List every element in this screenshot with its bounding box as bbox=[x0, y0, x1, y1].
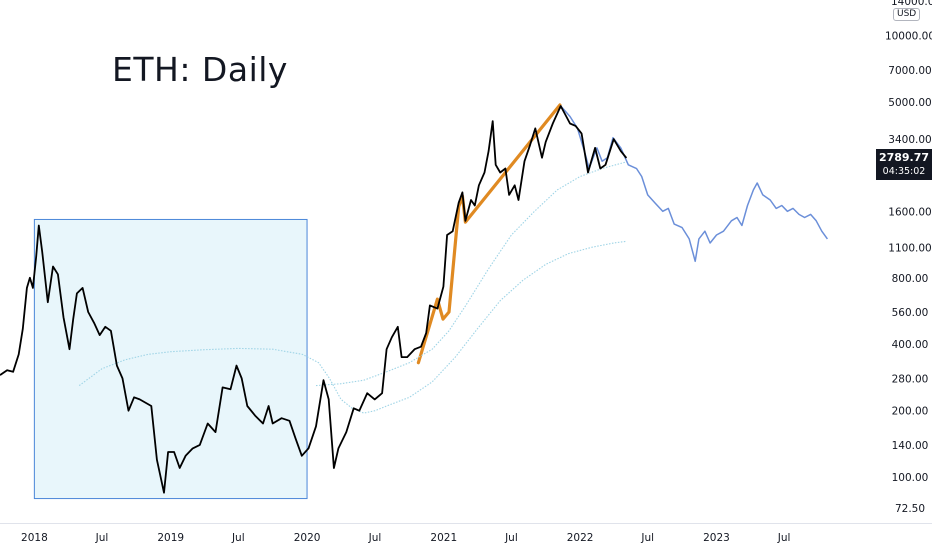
x-tick-label: 2022 bbox=[567, 532, 594, 544]
y-tick-label: 200.00 bbox=[892, 406, 929, 418]
y-tick-label: 400.00 bbox=[892, 339, 929, 351]
y-tick-label: 800.00 bbox=[892, 273, 929, 285]
moving-average-fast-line[interactable] bbox=[315, 161, 627, 387]
x-tick-label: 2019 bbox=[157, 532, 184, 544]
x-tick-label: Jul bbox=[95, 532, 109, 544]
y-tick-label: 140.00 bbox=[892, 440, 929, 452]
price-axis[interactable]: 72.50 100.00 140.00 200.00 280.00 400.00 560.0… bbox=[885, 31, 932, 515]
y-tick-label: 3400.00 bbox=[888, 134, 931, 146]
x-tick-label: 2020 bbox=[294, 532, 321, 544]
y-tick-label: 72.50 bbox=[895, 503, 925, 515]
x-tick-label: 2018 bbox=[21, 532, 48, 544]
y-tick-label: 5000.00 bbox=[888, 97, 931, 109]
x-tick-label: 2023 bbox=[703, 532, 730, 544]
currency-badge[interactable]: USD bbox=[893, 8, 921, 21]
last-price-value: 2789.77 bbox=[878, 151, 930, 165]
y-tick-label: 1100.00 bbox=[888, 242, 931, 254]
x-tick-label: Jul bbox=[777, 532, 791, 544]
y-tick-label: 100.00 bbox=[892, 472, 929, 484]
y-tick-label: 7000.00 bbox=[888, 65, 931, 77]
x-tick-label: Jul bbox=[640, 532, 654, 544]
y-tick-label: 10000.00 bbox=[885, 31, 932, 43]
y-tick-label: 560.00 bbox=[892, 307, 929, 319]
x-tick-label: Jul bbox=[368, 532, 382, 544]
chart-title: ETH: Daily bbox=[112, 50, 288, 89]
y-tick-label: 280.00 bbox=[892, 373, 929, 385]
series-layer bbox=[0, 105, 829, 494]
y-tick-label: 1600.00 bbox=[888, 206, 931, 218]
projection-series-line[interactable] bbox=[560, 105, 829, 263]
highlight-range-box[interactable] bbox=[33, 218, 308, 500]
price-series-line[interactable] bbox=[0, 105, 628, 494]
annotations-layer bbox=[33, 103, 562, 500]
time-axis[interactable]: 2018 Jul 2019 Jul 2020 Jul 2021 Jul 2022 Jul 2023 J… bbox=[0, 523, 932, 545]
x-tick-label: Jul bbox=[231, 532, 245, 544]
y-tick-label-top-partial: 14000.00 bbox=[891, 0, 932, 8]
candle-countdown: 04:35:02 bbox=[882, 166, 926, 178]
x-tick-label: 2021 bbox=[430, 532, 457, 544]
x-tick-label: Jul bbox=[504, 532, 518, 544]
last-price-tag: 2789.77 04:35:02 bbox=[876, 149, 932, 181]
